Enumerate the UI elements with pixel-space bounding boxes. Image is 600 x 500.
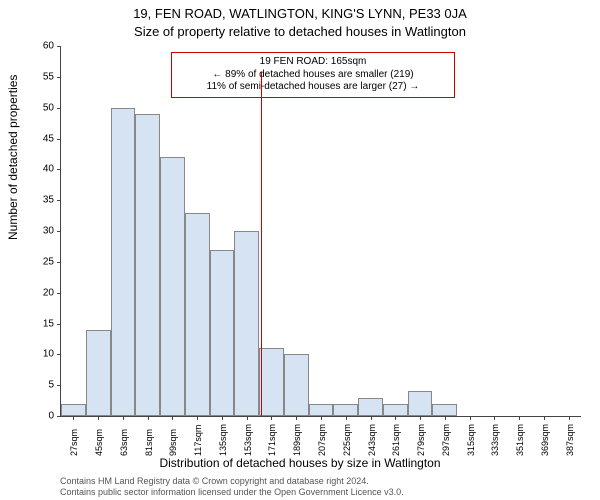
histogram-bar [234, 231, 259, 416]
ytick-label: 45 [30, 133, 54, 144]
histogram-bar [160, 157, 185, 416]
xtick-label: 81sqm [144, 429, 154, 456]
y-axis-label: Number of detached properties [6, 75, 20, 240]
callout-line2: ← 89% of detached houses are smaller (21… [178, 69, 448, 82]
callout-line1: 19 FEN ROAD: 165sqm [178, 56, 448, 69]
xtick-mark [197, 416, 198, 420]
xtick-mark [296, 416, 297, 420]
xtick-mark [247, 416, 248, 420]
xtick-label: 297sqm [441, 424, 451, 456]
xtick-mark [123, 416, 124, 420]
xtick-label: 135sqm [218, 424, 228, 456]
xtick-mark [371, 416, 372, 420]
xtick-mark [470, 416, 471, 420]
chart-title-line1: 19, FEN ROAD, WATLINGTON, KING'S LYNN, P… [0, 6, 600, 21]
xtick-label: 189sqm [292, 424, 302, 456]
histogram-bar [111, 108, 136, 416]
histogram-bar [61, 404, 86, 416]
x-axis-label: Distribution of detached houses by size … [0, 456, 600, 470]
ytick-label: 10 [30, 349, 54, 360]
xtick-mark [519, 416, 520, 420]
histogram-bar [408, 391, 433, 416]
xtick-label: 171sqm [267, 424, 277, 456]
ytick-label: 30 [30, 226, 54, 237]
chart-title-line2: Size of property relative to detached ho… [0, 24, 600, 39]
ytick-label: 55 [30, 71, 54, 82]
xtick-label: 207sqm [317, 424, 327, 456]
histogram-bar [135, 114, 160, 416]
xtick-label: 27sqm [69, 429, 79, 456]
ytick-mark [57, 385, 61, 386]
ytick-label: 25 [30, 256, 54, 267]
marker-vline [261, 72, 262, 416]
ytick-mark [57, 293, 61, 294]
histogram-bar [284, 354, 309, 416]
xtick-mark [73, 416, 74, 420]
xtick-label: 333sqm [490, 424, 500, 456]
ytick-mark [57, 46, 61, 47]
ytick-label: 5 [30, 380, 54, 391]
xtick-mark [445, 416, 446, 420]
xtick-label: 99sqm [168, 429, 178, 456]
ytick-label: 35 [30, 195, 54, 206]
ytick-label: 20 [30, 287, 54, 298]
xtick-mark [420, 416, 421, 420]
xtick-label: 387sqm [565, 424, 575, 456]
callout-line3: 11% of semi-detached houses are larger (… [178, 81, 448, 94]
ytick-label: 50 [30, 102, 54, 113]
footer-line1: Contains HM Land Registry data © Crown c… [60, 476, 369, 486]
histogram-bar [358, 398, 383, 417]
xtick-label: 153sqm [243, 424, 253, 456]
xtick-label: 261sqm [391, 424, 401, 456]
xtick-label: 315sqm [466, 424, 476, 456]
xtick-mark [544, 416, 545, 420]
ytick-label: 15 [30, 318, 54, 329]
ytick-label: 40 [30, 164, 54, 175]
ytick-mark [57, 200, 61, 201]
xtick-label: 225sqm [342, 424, 352, 456]
callout-box: 19 FEN ROAD: 165sqm ← 89% of detached ho… [171, 52, 455, 98]
xtick-mark [98, 416, 99, 420]
ytick-mark [57, 108, 61, 109]
xtick-mark [172, 416, 173, 420]
xtick-label: 117sqm [193, 425, 203, 456]
xtick-mark [395, 416, 396, 420]
histogram-bar [432, 404, 457, 416]
ytick-mark [57, 416, 61, 417]
histogram-bar [86, 330, 111, 416]
ytick-mark [57, 231, 61, 232]
xtick-mark [222, 416, 223, 420]
chart-container: 19, FEN ROAD, WATLINGTON, KING'S LYNN, P… [0, 0, 600, 500]
histogram-bar [259, 348, 284, 416]
xtick-label: 351sqm [515, 424, 525, 456]
histogram-bar [210, 250, 235, 417]
ytick-mark [57, 169, 61, 170]
plot-area: 19 FEN ROAD: 165sqm ← 89% of detached ho… [60, 46, 581, 417]
histogram-bar [309, 404, 334, 416]
ytick-label: 0 [30, 411, 54, 422]
xtick-label: 369sqm [540, 424, 550, 456]
xtick-mark [569, 416, 570, 420]
xtick-mark [271, 416, 272, 420]
xtick-label: 63sqm [119, 429, 129, 456]
footer-line2: Contains public sector information licen… [60, 487, 404, 497]
histogram-bar [383, 404, 408, 416]
ytick-mark [57, 324, 61, 325]
xtick-mark [346, 416, 347, 420]
ytick-mark [57, 262, 61, 263]
ytick-label: 60 [30, 41, 54, 52]
histogram-bar [185, 213, 210, 417]
xtick-mark [321, 416, 322, 420]
xtick-label: 45sqm [94, 429, 104, 456]
xtick-label: 243sqm [367, 424, 377, 456]
histogram-bar [333, 404, 358, 416]
ytick-mark [57, 139, 61, 140]
xtick-mark [148, 416, 149, 420]
ytick-mark [57, 77, 61, 78]
xtick-mark [494, 416, 495, 420]
xtick-label: 279sqm [416, 424, 426, 456]
ytick-mark [57, 354, 61, 355]
